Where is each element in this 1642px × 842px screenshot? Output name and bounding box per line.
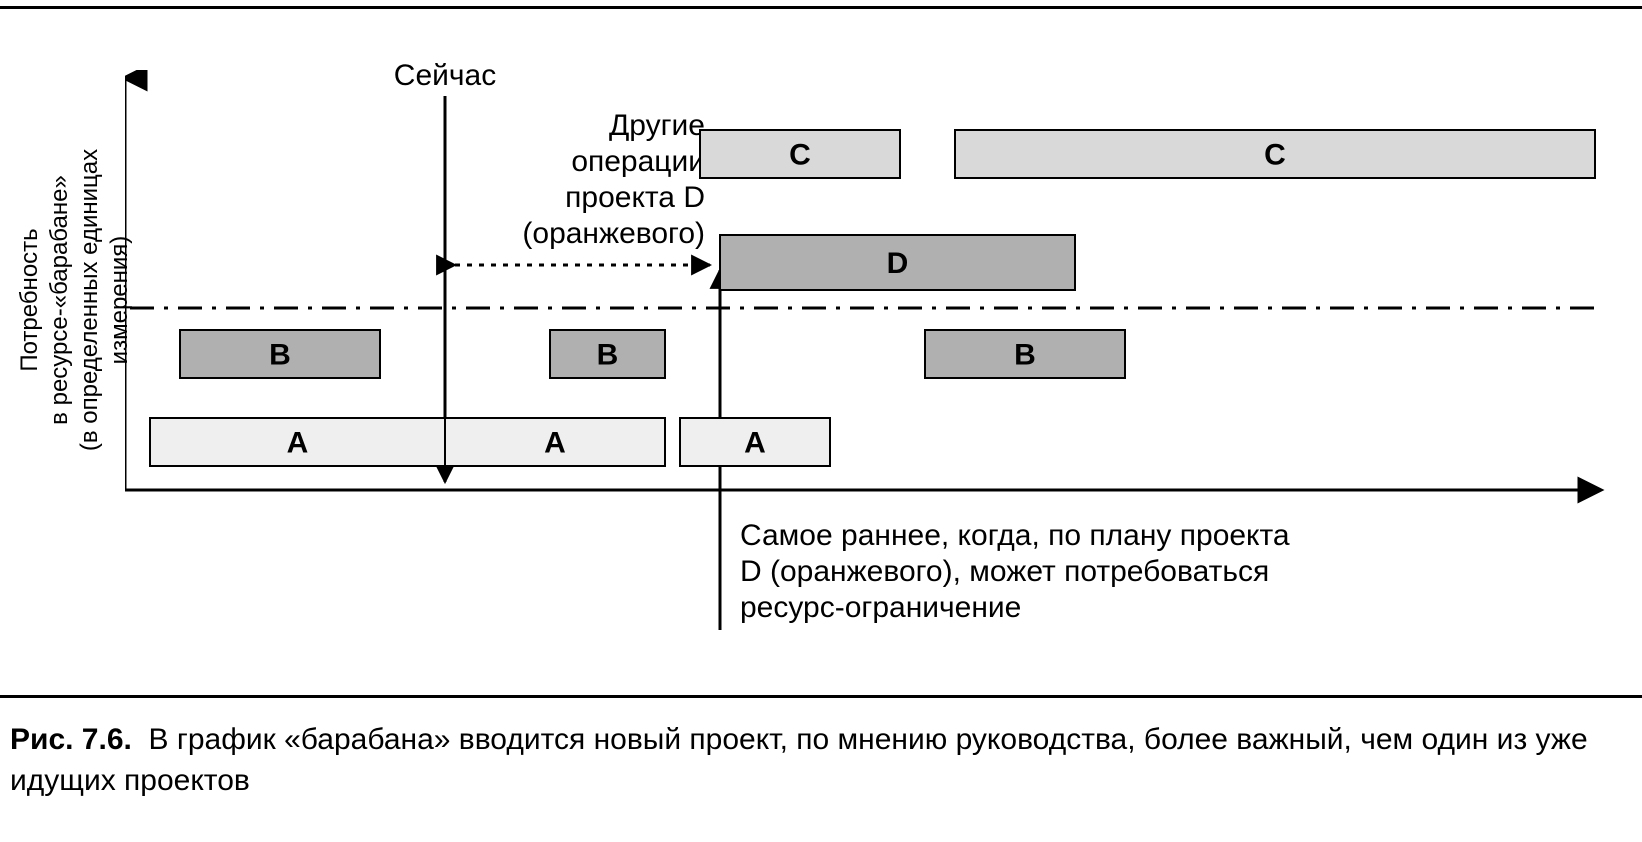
bar-label-D: D: [887, 247, 909, 280]
bars-group: C C D B B B A A A: [150, 130, 1595, 466]
bar-label-C: C: [789, 139, 811, 172]
caption-number: Рис. 7.6.: [10, 723, 132, 756]
figure-page: Потребностьв ресурсе-«барабане»(в опреде…: [0, 0, 1642, 842]
top-rule: [0, 6, 1642, 9]
bar-label-B: B: [1014, 339, 1036, 372]
caption-text: В график «барабана» вводится новый проек…: [10, 723, 1588, 797]
figure-caption: Рис. 7.6. В график «барабана» вводится н…: [10, 720, 1630, 801]
y-axis-label: Потребностьв ресурсе-«барабане»(в опреде…: [15, 135, 135, 465]
bar-label-C: C: [1264, 139, 1286, 172]
y-axis-label-line1: Потребностьв ресурсе-«барабане»(в опреде…: [16, 149, 133, 451]
bar-label-A: A: [287, 427, 309, 460]
bottom-rule: [0, 695, 1642, 698]
bar-label-B: B: [269, 339, 291, 372]
plot-area: C C D B B B A A A: [125, 70, 1615, 655]
bar-label-A: A: [744, 427, 766, 460]
bar-label-A: A: [544, 427, 566, 460]
bar-label-B: B: [597, 339, 619, 372]
plot-svg: C C D B B B A A A: [125, 70, 1615, 655]
